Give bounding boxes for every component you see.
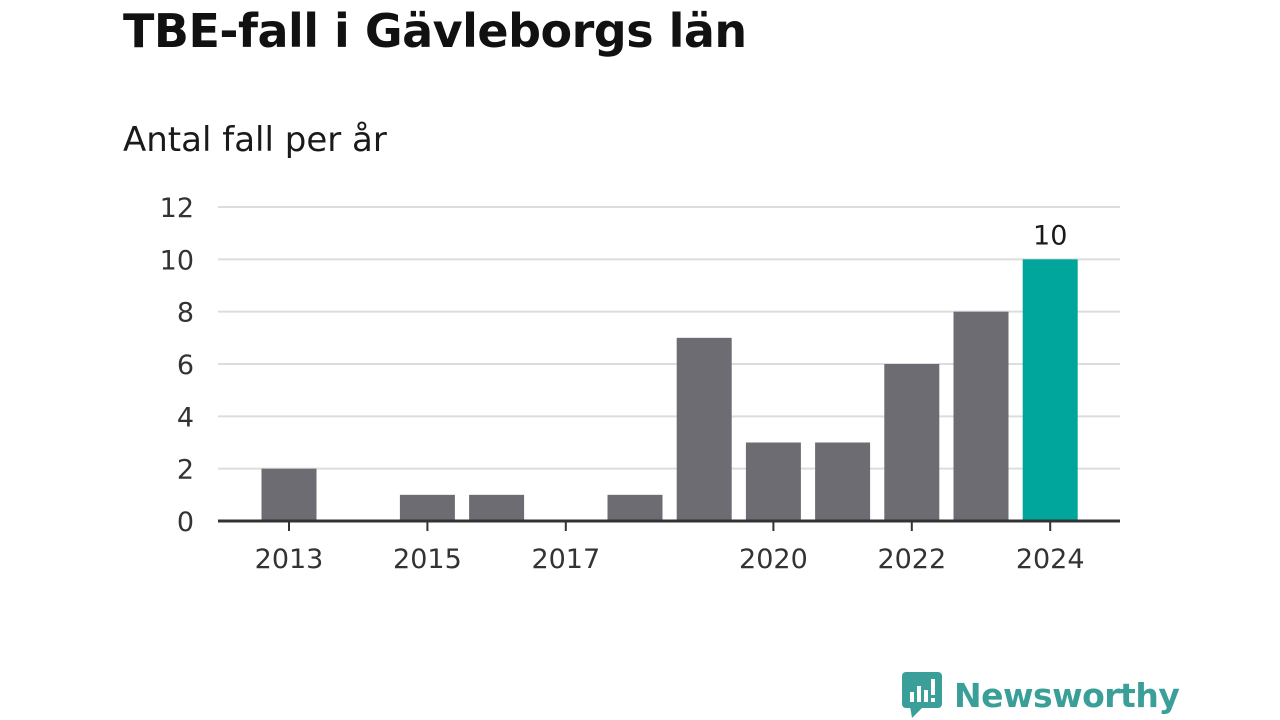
bar-2018: [607, 494, 663, 521]
chart-subtitle: Antal fall per år: [123, 120, 387, 160]
y-tick-label-0: 0: [177, 507, 194, 538]
bar-2023: [953, 311, 1009, 521]
y-tick-label-2: 2: [177, 455, 194, 486]
axes: [218, 519, 1120, 531]
y-tick-label-10: 10: [160, 245, 194, 276]
bar-chart: 0 2 4 6 8 10 12 2013 2015 2017 2020 2022 2024 10: [160, 193, 1120, 575]
bar-2015: [399, 494, 455, 521]
x-tick-label-2020: 2020: [739, 544, 808, 575]
bar-2020: [745, 442, 801, 521]
y-tick-label-12: 12: [160, 193, 194, 224]
y-tick-label-6: 6: [177, 350, 194, 381]
labels: 0 2 4 6 8 10 12 2013 2015 2017 2020 2022 2024 10: [160, 193, 1085, 575]
x-tick-label-2017: 2017: [531, 544, 600, 575]
bar-2021: [815, 442, 871, 521]
bar-2022: [884, 364, 940, 521]
y-tick-label-8: 8: [177, 298, 194, 329]
x-tick-label-2022: 2022: [877, 544, 946, 575]
bar-2019: [676, 337, 732, 521]
brand-name: Newsworthy: [954, 675, 1180, 715]
bars: [261, 259, 1078, 521]
chart-title: TBE-fall i Gävleborgs län: [123, 4, 747, 58]
x-tick-label-2013: 2013: [255, 544, 324, 575]
x-tick-label-2024: 2024: [1016, 544, 1085, 575]
data-label-2024: 10: [1033, 220, 1067, 251]
bar-2013: [261, 468, 317, 521]
x-tick-label-2015: 2015: [393, 544, 462, 575]
y-tick-label-4: 4: [177, 402, 194, 433]
brand-logo: Newsworthy: [902, 670, 1180, 720]
bar-2024: [1022, 259, 1078, 521]
newsworthy-logo-icon: [902, 672, 942, 718]
bar-2016: [469, 494, 525, 521]
